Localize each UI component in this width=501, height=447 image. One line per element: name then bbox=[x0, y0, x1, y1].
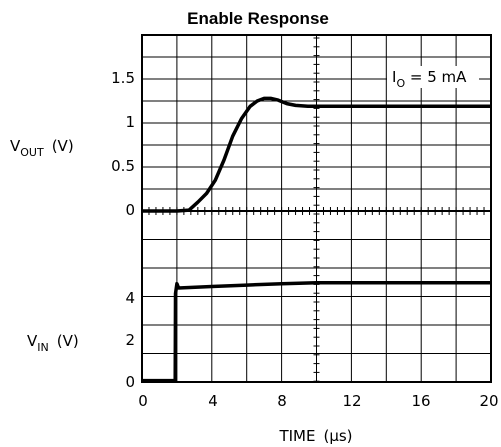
grid bbox=[142, 35, 491, 382]
vout-tick-0: 0 bbox=[125, 201, 135, 219]
x-tick-0: 0 bbox=[138, 392, 148, 410]
x-tick-12: 12 bbox=[342, 392, 361, 410]
center-minor-ticks bbox=[148, 37, 492, 382]
vin-series-line bbox=[142, 281, 491, 383]
chart-title: Enable Response bbox=[187, 9, 329, 28]
x-tick-20: 20 bbox=[479, 392, 498, 410]
annotation-background bbox=[387, 66, 479, 88]
vout-axis-label: VOUT (V) bbox=[10, 137, 74, 159]
plot-frame bbox=[141, 34, 492, 383]
vin-axis-label: VIN (V) bbox=[27, 332, 79, 354]
vin-tick-4: 4 bbox=[125, 289, 135, 307]
x-tick-8: 8 bbox=[277, 392, 287, 410]
vin-tick-2: 2 bbox=[125, 331, 135, 349]
vout-tick-0.5: 0.5 bbox=[111, 157, 135, 175]
vout-tick-1.5: 1.5 bbox=[111, 69, 135, 87]
vin-tick-0: 0 bbox=[125, 373, 135, 391]
x-axis-label: TIME (µs) bbox=[278, 427, 352, 445]
x-tick-16: 16 bbox=[411, 392, 430, 410]
load-current-annotation: IO = 5 mA bbox=[392, 68, 467, 90]
vout-tick-1: 1 bbox=[125, 113, 135, 131]
series-layer bbox=[142, 96, 491, 383]
x-tick-4: 4 bbox=[208, 392, 218, 410]
vout-series-line bbox=[142, 96, 491, 213]
